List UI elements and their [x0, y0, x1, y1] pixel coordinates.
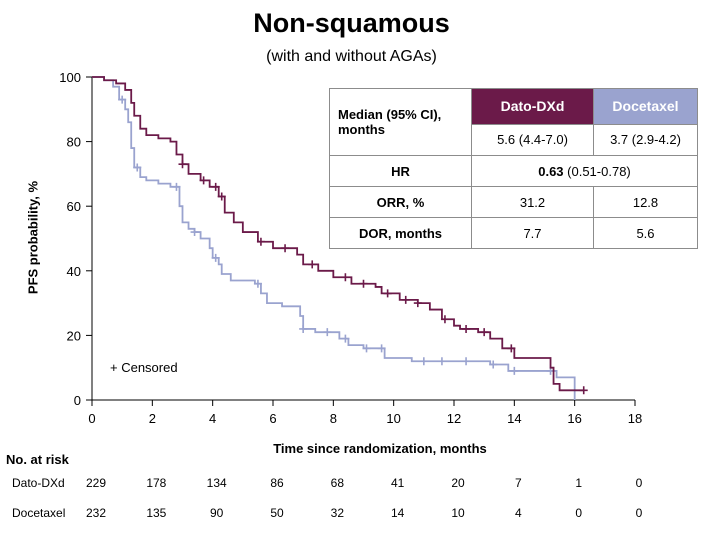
hr-label: HR [329, 155, 472, 187]
risk-label-doce: Docetaxel [12, 506, 66, 520]
risk-cell-doce-9: 0 [635, 506, 643, 520]
censor-mark-dato-dxd-8 [359, 279, 368, 288]
censor-mark-docetaxel-15 [510, 366, 519, 375]
censor-mark-docetaxel-11 [419, 357, 428, 366]
censor-mark-dato-dxd-5 [281, 244, 290, 253]
risk-cell-dato-1: 178 [146, 476, 167, 490]
censor-mark-docetaxel-14 [489, 360, 498, 369]
censor-mark-dato-dxd-15 [507, 344, 516, 353]
risk-cell-doce-3: 50 [270, 506, 284, 520]
censor-mark-docetaxel-12 [437, 357, 446, 366]
chart-subtitle: (with and without AGAs) [266, 48, 437, 65]
y-tick-label-80: 80 [67, 135, 81, 150]
risk-cell-doce-4: 32 [330, 506, 344, 520]
x-tick-label-0: 0 [88, 411, 95, 426]
series-line-docetaxel [92, 76, 576, 400]
median-doce: 3.7 (2.9-4.2) [593, 123, 698, 157]
risk-cell-dato-5: 41 [390, 476, 405, 490]
censor-mark-docetaxel-0 [118, 95, 127, 104]
censor-mark-docetaxel-10 [377, 344, 386, 353]
x-tick-label-14: 14 [507, 411, 521, 426]
y-axis-label: PFS probability, % [25, 180, 41, 295]
censor-mark-dato-dxd-13 [462, 324, 471, 333]
censor-mark-dato-dxd-0 [178, 160, 187, 169]
risk-cell-dato-7: 7 [514, 476, 522, 490]
censor-mark-dato-dxd-1 [199, 176, 208, 185]
y-tick-label-100: 100 [59, 70, 81, 85]
hr-value: 0.63 [538, 163, 564, 179]
tick-labels: 0 2 4 6 8 10 12 14 16 18 0 20 40 60 80 100 [59, 70, 642, 426]
x-tick-label-8: 8 [330, 411, 337, 426]
risk-cell-dato-0: 229 [85, 476, 107, 490]
risk-cell-dato-9: 0 [635, 476, 643, 490]
y-tick-label-40: 40 [67, 264, 81, 279]
chart-title: Non-squamous [253, 8, 450, 38]
x-tick-label-2: 2 [149, 411, 156, 426]
stats-table: Median (95% CI), months Dato-DXd Docetax… [329, 88, 698, 249]
y-tick-label-60: 60 [67, 199, 81, 214]
x-tick-label-4: 4 [209, 411, 216, 426]
median-label: Median (95% CI), months [329, 88, 472, 156]
censor-mark-dato-dxd-4 [256, 237, 265, 246]
y-tick-label-0: 0 [74, 393, 81, 408]
censor-mark-docetaxel-1 [133, 163, 142, 172]
median-dato: 5.6 (4.4-7.0) [471, 123, 594, 157]
censor-mark-dato-dxd-6 [308, 260, 317, 269]
censor-mark-docetaxel-7 [323, 328, 332, 337]
censor-mark-dato-dxd-2 [211, 182, 220, 191]
x-tick-label-16: 16 [567, 411, 581, 426]
censor-mark-dato-dxd-16 [579, 386, 588, 395]
x-axis-label: Time since randomization, months [273, 441, 487, 456]
x-tick-label-12: 12 [447, 411, 461, 426]
doce-header: Docetaxel [593, 88, 698, 125]
dor-label: DOR, months [329, 217, 472, 249]
hr-ci: (0.51-0.78) [563, 163, 631, 179]
risk-cell-doce-8: 0 [575, 506, 582, 520]
risk-table-title: No. at risk [6, 452, 69, 467]
x-tick-label-6: 6 [269, 411, 276, 426]
curves [92, 76, 588, 400]
censor-mark-docetaxel-13 [462, 357, 471, 366]
orr-doce: 12.8 [593, 186, 698, 218]
censor-mark-dato-dxd-9 [383, 289, 392, 298]
censor-mark-docetaxel-5 [253, 279, 262, 288]
risk-cell-doce-7: 4 [514, 506, 522, 520]
censor-mark-docetaxel-4 [211, 253, 220, 262]
risk-cell-doce-5: 14 [390, 506, 405, 520]
censored-note: + Censored [110, 360, 178, 375]
hr-cell: 0.63 (0.51-0.78) [471, 155, 698, 187]
censor-mark-docetaxel-6 [299, 324, 308, 333]
dor-dato: 7.7 [471, 217, 594, 249]
dato-header: Dato-DXd [471, 88, 594, 125]
censor-mark-dato-dxd-10 [401, 295, 410, 304]
censor-mark-docetaxel-2 [172, 182, 181, 191]
risk-cell-dato-2: 134 [206, 476, 227, 490]
risk-cell-dato-4: 68 [330, 476, 344, 490]
censor-mark-dato-dxd-12 [440, 315, 449, 324]
censor-mark-docetaxel-9 [362, 344, 371, 353]
orr-label: ORR, % [329, 186, 472, 218]
censor-mark-dato-dxd-14 [480, 328, 489, 337]
risk-cell-dato-3: 86 [270, 476, 284, 490]
risk-cell-dato-6: 20 [451, 476, 465, 490]
risk-cell-doce-0: 232 [85, 506, 107, 520]
censor-mark-dato-dxd-7 [341, 273, 350, 282]
orr-dato: 31.2 [471, 186, 594, 218]
dor-doce: 5.6 [593, 217, 698, 249]
censor-mark-docetaxel-8 [341, 334, 350, 343]
y-tick-label-20: 20 [67, 328, 81, 343]
risk-cell-dato-8: 1 [575, 476, 582, 490]
risk-cell-doce-1: 135 [146, 506, 167, 520]
censor-mark-docetaxel-3 [190, 228, 199, 237]
axes [86, 76, 636, 406]
risk-label-dato: Dato-DXd [12, 476, 65, 490]
censor-mark-dato-dxd-11 [413, 299, 422, 308]
x-tick-label-18: 18 [628, 411, 642, 426]
risk-cell-doce-2: 90 [209, 506, 224, 520]
censor-mark-dato-dxd-3 [217, 192, 226, 201]
risk-cell-doce-6: 10 [451, 506, 465, 520]
x-tick-label-10: 10 [386, 411, 400, 426]
